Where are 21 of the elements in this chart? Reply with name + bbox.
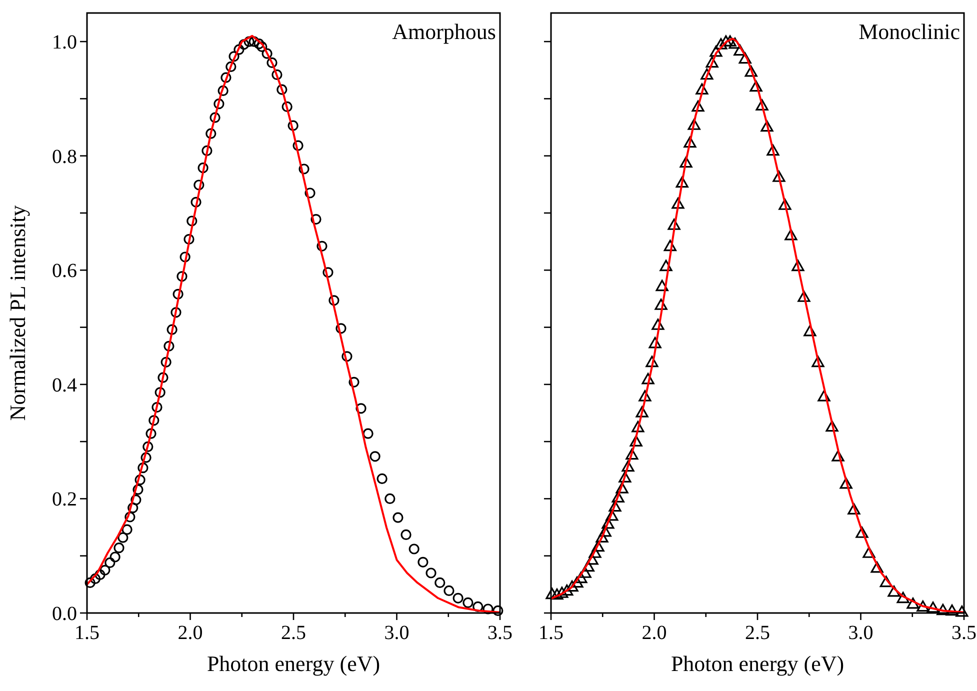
y-tick-label: 0.4 <box>52 374 77 396</box>
y-tick-label: 0.6 <box>52 260 77 282</box>
x-tick-label: 2.0 <box>642 622 667 644</box>
x-tick-label: 1.5 <box>538 622 564 644</box>
y-tick-label: 0.0 <box>52 603 77 625</box>
x-tick-label: 2.0 <box>178 622 203 644</box>
x-axis-title: Photon energy (eV) <box>206 651 380 676</box>
annotation: Monoclinic <box>858 19 960 44</box>
x-tick-label: 2.5 <box>745 622 770 644</box>
x-tick-label: 3.0 <box>848 622 874 644</box>
x-tick-label: 2.5 <box>281 622 306 644</box>
y-tick-label: 1.0 <box>52 32 77 54</box>
x-tick-label: 1.5 <box>74 622 100 644</box>
x-tick-label: 3.0 <box>384 622 410 644</box>
y-axis-title: Normalized PL intensity <box>5 205 30 421</box>
annotation: Amorphous <box>392 19 496 44</box>
x-tick-label: 3.5 <box>488 622 512 644</box>
y-tick-label: 0.8 <box>52 146 77 168</box>
x-tick-label: 3.5 <box>952 622 976 644</box>
y-tick-label: 0.2 <box>52 488 77 511</box>
x-axis-title: Photon energy (eV) <box>670 651 844 676</box>
